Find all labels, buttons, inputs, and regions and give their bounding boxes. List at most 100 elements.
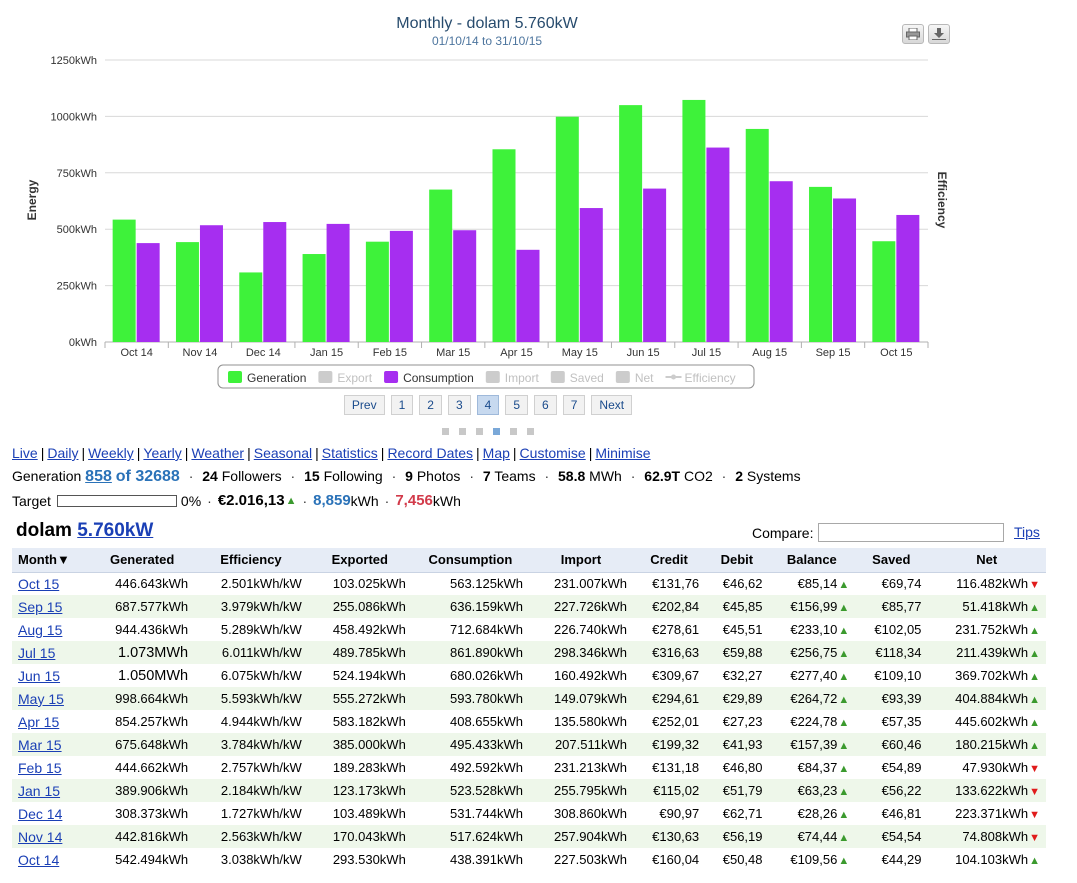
teams-label[interactable]: Teams <box>494 468 536 484</box>
nav-link-yearly[interactable]: Yearly <box>143 445 182 461</box>
month-link[interactable]: Apr 15 <box>18 713 60 730</box>
bar-generation[interactable] <box>492 149 516 342</box>
bar-generation[interactable] <box>682 99 706 342</box>
nav-link-minimise[interactable]: Minimise <box>595 445 651 461</box>
pager-dot-active[interactable] <box>493 428 500 435</box>
pager-page-1[interactable]: 1 <box>390 395 414 415</box>
following-label[interactable]: Following <box>323 468 383 484</box>
month-link[interactable]: Jun 15 <box>18 667 61 684</box>
bar-generation[interactable] <box>619 105 643 343</box>
month-link[interactable]: Nov 14 <box>18 828 63 845</box>
table-row: Mar 15 675.648kWh 3.784kWh/kW 385.000kWh 495… <box>12 733 1046 756</box>
column-header-exported[interactable]: Exported <box>307 548 412 573</box>
cell-import: 227.503kWh <box>529 848 633 871</box>
month-link[interactable]: Mar 15 <box>18 736 62 753</box>
nav-link-seasonal[interactable]: Seasonal <box>253 445 313 461</box>
bar-generation[interactable] <box>302 254 326 342</box>
download-chart-button[interactable] <box>928 24 950 44</box>
pager-page-2[interactable]: 2 <box>419 395 442 415</box>
pager-next-button[interactable]: Next <box>591 395 633 415</box>
column-header-generated[interactable]: Generated <box>90 548 195 573</box>
followers-label[interactable]: Followers <box>221 468 282 484</box>
systems-label[interactable]: Systems <box>746 468 801 484</box>
bar-generation[interactable] <box>809 186 833 342</box>
nav-link-statistics[interactable]: Statistics <box>321 445 378 461</box>
legend-item-efficiency[interactable]: Efficiency <box>665 371 736 385</box>
column-header-credit[interactable]: Credit <box>632 548 706 573</box>
nav-link-daily[interactable]: Daily <box>47 445 79 461</box>
column-header-consumption[interactable]: Consumption <box>411 548 529 573</box>
bar-generation[interactable] <box>239 272 263 342</box>
legend-item-export[interactable]: Export <box>318 371 373 385</box>
pager-dot[interactable] <box>459 428 466 435</box>
column-header-efficiency[interactable]: Efficiency <box>194 548 308 573</box>
bar-consumption[interactable] <box>643 188 667 342</box>
column-header-month[interactable]: Month▼ <box>12 548 91 573</box>
cell-import: 149.079kWh <box>528 687 633 710</box>
nav-link-weather[interactable]: Weather <box>191 445 245 461</box>
column-header-debit[interactable]: Debit <box>705 548 769 573</box>
month-link[interactable]: Oct 15 <box>18 575 60 592</box>
nav-link-record-dates[interactable]: Record Dates <box>387 445 474 461</box>
month-link[interactable]: Oct 14 <box>18 851 60 868</box>
bar-consumption[interactable] <box>769 181 793 342</box>
saved-value: €54,54 <box>881 829 922 844</box>
month-link[interactable]: Sep 15 <box>18 598 63 615</box>
pager-dot[interactable] <box>510 428 517 435</box>
legend-item-net[interactable]: Net <box>615 371 654 385</box>
pager-prev-button[interactable]: Prev <box>343 395 385 415</box>
bar-consumption[interactable] <box>516 249 540 342</box>
month-link[interactable]: Dec 14 <box>18 805 63 822</box>
nav-link-live[interactable]: Live <box>12 445 38 461</box>
pager-dot[interactable] <box>476 428 483 435</box>
print-chart-button[interactable] <box>902 24 924 44</box>
bar-consumption[interactable] <box>833 198 857 342</box>
bar-generation[interactable] <box>745 128 769 342</box>
bar-consumption[interactable] <box>263 222 287 342</box>
nav-link-customise[interactable]: Customise <box>519 445 586 461</box>
pager-page-4[interactable]: 4 <box>476 395 500 415</box>
month-link[interactable]: Jan 15 <box>18 782 61 799</box>
tips-link[interactable]: Tips <box>1014 524 1040 540</box>
pager-page-7[interactable]: 7 <box>562 395 586 415</box>
system-size-link[interactable]: 5.760kW <box>77 520 154 541</box>
pager-dot[interactable] <box>442 428 449 435</box>
bar-consumption[interactable] <box>389 230 413 342</box>
column-header-import[interactable]: Import <box>528 548 633 573</box>
nav-link-map[interactable]: Map <box>482 445 510 461</box>
legend-item-import[interactable]: Import <box>485 371 540 385</box>
bar-generation[interactable] <box>872 241 896 342</box>
month-link[interactable]: Feb 15 <box>18 759 62 776</box>
photos-label[interactable]: Photos <box>416 468 461 484</box>
bar-generation[interactable] <box>365 241 389 342</box>
bar-generation[interactable] <box>429 189 453 342</box>
bar-generation[interactable] <box>175 242 199 342</box>
month-link[interactable]: Aug 15 <box>18 621 63 638</box>
bar-consumption[interactable] <box>706 147 730 342</box>
pager-dot[interactable] <box>527 428 534 435</box>
bar-consumption[interactable] <box>199 225 223 342</box>
pager-page-3[interactable]: 3 <box>447 395 471 415</box>
bar-consumption[interactable] <box>896 214 920 342</box>
bar-generation[interactable] <box>555 116 579 342</box>
column-header-balance[interactable]: Balance <box>768 548 856 573</box>
compare-input[interactable] <box>818 523 1005 542</box>
legend-item-consumption[interactable]: Consumption <box>384 371 474 385</box>
net-value: 116.482kWh <box>956 576 1029 592</box>
bar-consumption[interactable] <box>326 223 350 342</box>
legend-label: Import <box>505 371 540 385</box>
pager-page-5[interactable]: 5 <box>505 395 529 415</box>
bar-consumption[interactable] <box>136 243 160 342</box>
generation-rank-link[interactable]: 858 <box>85 468 112 485</box>
month-link[interactable]: Jul 15 <box>18 644 56 661</box>
bar-consumption[interactable] <box>453 230 477 342</box>
month-link[interactable]: May 15 <box>18 690 64 707</box>
pager-page-6[interactable]: 6 <box>534 395 557 415</box>
bar-consumption[interactable] <box>579 208 603 342</box>
column-header-saved[interactable]: Saved <box>855 548 928 573</box>
column-header-net[interactable]: Net <box>927 548 1046 573</box>
bar-generation[interactable] <box>112 219 136 342</box>
nav-link-weekly[interactable]: Weekly <box>88 445 134 461</box>
legend-item-generation[interactable]: Generation <box>228 371 306 385</box>
legend-item-saved[interactable]: Saved <box>550 371 604 385</box>
